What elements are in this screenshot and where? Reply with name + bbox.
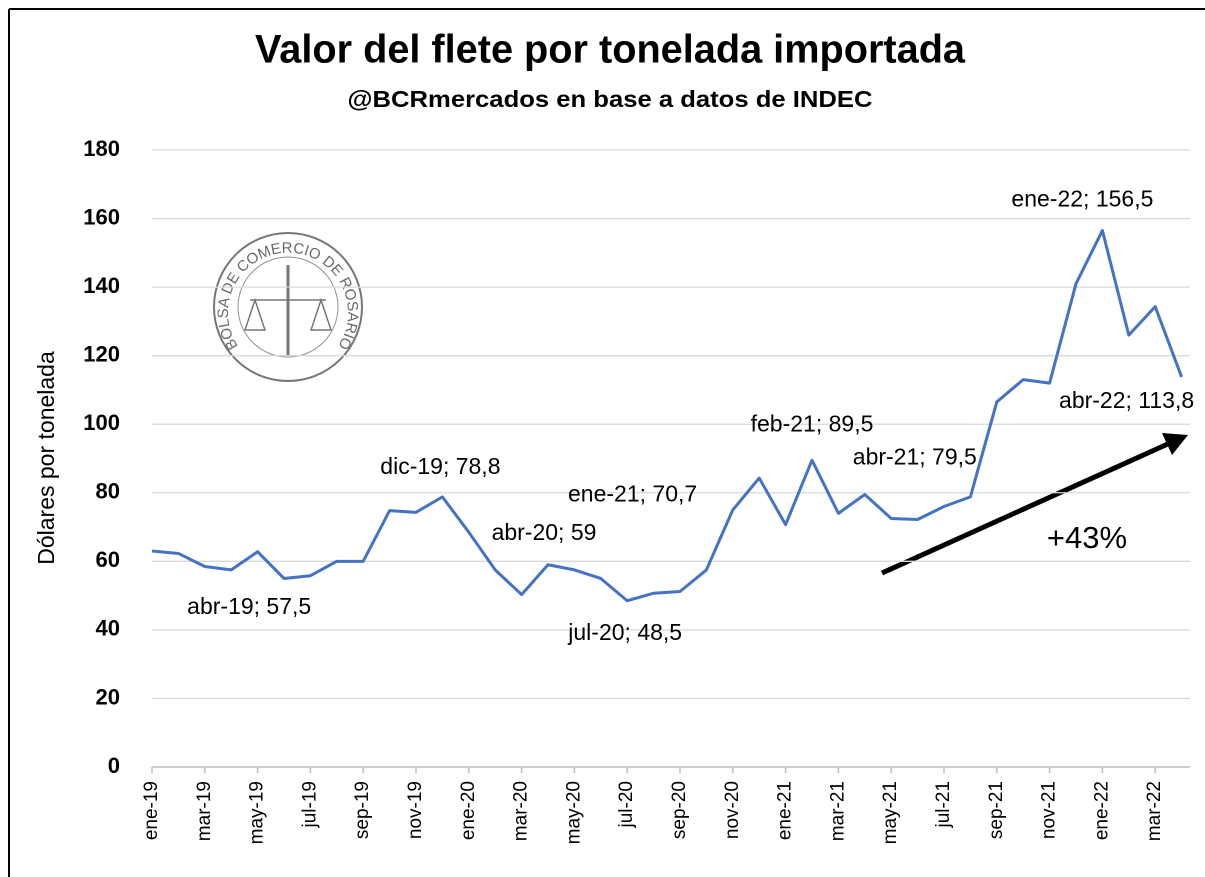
x-tick-label: ene-21	[775, 781, 796, 840]
x-tick-label: nov-21	[1039, 781, 1060, 839]
value-label: jul-20; 48,5	[567, 619, 682, 645]
logo-ring	[237, 256, 339, 358]
x-tick-label: sep-21	[986, 781, 1007, 839]
value-label: feb-21; 89,5	[751, 410, 874, 436]
value-label: ene-21; 70,7	[568, 481, 697, 507]
x-tick-label: jul-20	[616, 781, 637, 828]
x-tick-label: ene-22	[1091, 781, 1112, 840]
logo-ring	[213, 232, 363, 382]
x-tick-label: jul-21	[933, 781, 954, 828]
y-tick-label: 20	[96, 684, 120, 709]
y-axis-label: Dólares por tonelada	[33, 351, 59, 565]
data-line	[151, 229, 1184, 603]
y-tick-label: 160	[83, 204, 120, 229]
y-tick-label: 120	[83, 341, 120, 366]
value-label: ene-22; 156,5	[1011, 186, 1153, 212]
y-tick-label: 80	[96, 479, 120, 504]
y-tick-label: 180	[83, 136, 120, 161]
chart-subtitle: @BCRmercados en base a datos de INDEC	[348, 86, 873, 112]
chart-title: Valor del flete por tonelada importada	[255, 28, 966, 72]
x-tick-label: jul-19	[299, 781, 320, 828]
trend-arrow	[880, 440, 1172, 576]
x-tick-label: may-21	[880, 781, 901, 844]
y-tick-label: 0	[108, 753, 120, 778]
value-label: abr-21; 79,5	[853, 444, 977, 470]
x-tick-label: sep-20	[669, 781, 690, 839]
y-tick-label: 60	[96, 547, 120, 572]
x-tick-label: mar-22	[1144, 781, 1165, 841]
x-tick-label: mar-21	[827, 781, 848, 841]
x-tick-label: ene-20	[458, 781, 479, 840]
logo-scales	[243, 297, 333, 331]
value-label: abr-19; 57,5	[187, 593, 311, 619]
x-tick-label: nov-20	[722, 781, 743, 839]
value-label: dic-19; 78,8	[380, 453, 500, 479]
y-tick-label: 100	[83, 410, 120, 435]
value-label: abr-20; 59	[492, 519, 597, 545]
x-tick-label: may-20	[563, 781, 584, 844]
x-tick-label: ene-19	[141, 781, 162, 840]
logo: BOLSA DE COMERCIO DE ROSARIO	[213, 232, 363, 382]
y-tick-label: 40	[96, 616, 120, 641]
x-tick-label: sep-19	[352, 781, 373, 839]
x-tick-label: may-19	[247, 781, 268, 844]
x-tick-label: mar-19	[194, 781, 215, 841]
x-tick-label: nov-19	[405, 781, 426, 839]
value-label: abr-22; 113,8	[1059, 387, 1194, 413]
x-tick-label: mar-20	[511, 781, 532, 841]
annotation: +43%	[1047, 520, 1127, 555]
trend-arrowhead	[1162, 433, 1188, 455]
y-tick-label: 140	[83, 273, 120, 298]
